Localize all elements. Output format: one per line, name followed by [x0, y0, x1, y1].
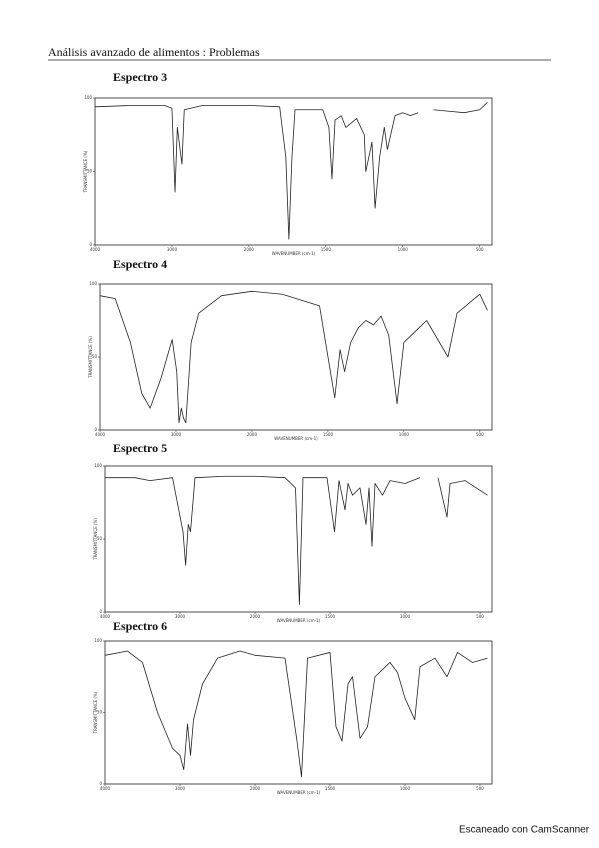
x-tick-label: 500	[476, 614, 484, 619]
x-tick-label: 3000	[175, 786, 186, 791]
plot-frame	[104, 640, 493, 785]
header-title: Análisis avanzado de alimentos : Problem…	[48, 45, 260, 59]
x-tick-label: 1500	[325, 786, 336, 791]
y-tick-label: 100	[94, 638, 102, 643]
x-tick-label: 2000	[244, 247, 255, 252]
x-tick-label: 3000	[171, 432, 182, 437]
x-tick-label: 500	[476, 432, 484, 437]
x-axis-label: WAVENUMBER (cm-1)	[274, 436, 318, 441]
x-axis-label: WAVENUMBER (cm-1)	[272, 251, 316, 256]
plot-frame	[99, 283, 493, 431]
x-tick-label: 4000	[100, 786, 111, 791]
y-tick-label: 50	[87, 169, 93, 174]
footer: Escaneado con CamScanner	[459, 825, 590, 836]
y-tick-label: 100	[89, 281, 97, 286]
spectrum-line	[105, 475, 488, 606]
y-axis-label: TRANSMITTANCE (%)	[93, 691, 98, 734]
x-tick-label: 2000	[250, 786, 261, 791]
x-tick-label: 1000	[400, 786, 411, 791]
x-tick-label: 4000	[100, 614, 111, 619]
y-tick-label: 0	[99, 609, 102, 614]
spectrum-line	[99, 290, 488, 424]
x-tick-label: 3000	[175, 614, 186, 619]
y-axis-label: TRANSMITTANCE (%)	[93, 518, 98, 561]
y-axis-label: TRANSMITTANCE (%)	[88, 336, 93, 379]
spectrum-title: Espectro 4	[113, 257, 167, 271]
x-tick-label: 4000	[95, 432, 106, 437]
x-axis-label: WAVENUMBER (cm-1)	[277, 790, 321, 795]
x-tick-label: 500	[476, 786, 484, 791]
x-tick-label: 500	[476, 247, 484, 252]
x-tick-label: 2000	[250, 614, 261, 619]
y-tick-label: 50	[97, 710, 103, 715]
spectrum-title: Espectro 6	[113, 619, 167, 633]
x-tick-label: 4000	[90, 247, 101, 252]
y-tick-label: 0	[94, 427, 97, 432]
y-tick-label: 0	[99, 781, 102, 786]
y-tick-label: 50	[92, 354, 98, 359]
plot-frame	[104, 465, 493, 613]
spectrum-line	[104, 650, 488, 778]
spectrum-title: Espectro 5	[113, 441, 167, 455]
spectrum-line	[94, 102, 488, 240]
x-tick-label: 1000	[399, 432, 410, 437]
x-tick-label: 1500	[325, 614, 336, 619]
x-tick-label: 2000	[247, 432, 258, 437]
x-tick-label: 1500	[323, 432, 334, 437]
y-tick-label: 50	[97, 536, 103, 541]
y-tick-label: 0	[89, 242, 92, 247]
plot-frame	[94, 97, 493, 246]
y-axis-label: TRANSMITTANCE (%)	[83, 150, 88, 193]
y-tick-label: 100	[94, 463, 102, 468]
x-axis-label: WAVENUMBER (cm-1)	[277, 618, 321, 623]
x-tick-label: 1500	[321, 247, 332, 252]
x-tick-label: 1000	[400, 614, 411, 619]
x-tick-label: 3000	[167, 247, 178, 252]
y-tick-label: 100	[84, 95, 92, 100]
x-tick-label: 1000	[398, 247, 409, 252]
spectrum-title: Espectro 3	[113, 70, 167, 84]
